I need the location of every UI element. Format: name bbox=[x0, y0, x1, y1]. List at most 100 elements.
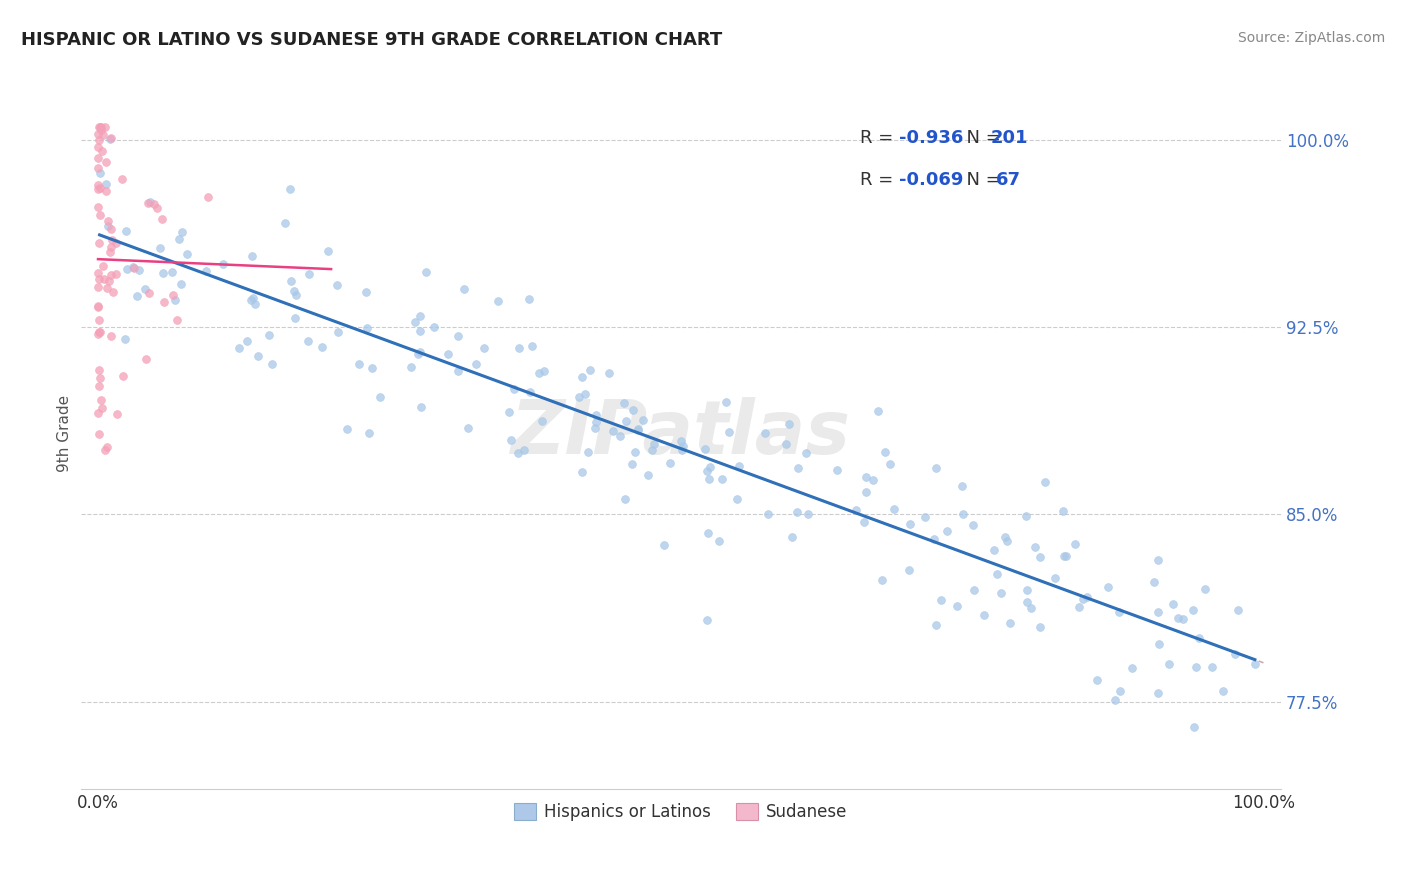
Point bbox=[950, 479, 973, 493]
Point bbox=[754, 425, 776, 440]
Point bbox=[1067, 600, 1090, 615]
Point bbox=[963, 582, 986, 597]
Point bbox=[409, 309, 432, 323]
Point bbox=[359, 426, 381, 441]
Point bbox=[1024, 540, 1046, 554]
Point bbox=[105, 236, 128, 251]
Point bbox=[962, 518, 984, 533]
Point bbox=[797, 508, 820, 522]
Text: HISPANIC OR LATINO VS SUDANESE 9TH GRADE CORRELATION CHART: HISPANIC OR LATINO VS SUDANESE 9TH GRADE… bbox=[21, 31, 723, 49]
Point bbox=[93, 271, 115, 285]
Point bbox=[571, 465, 593, 479]
Point bbox=[89, 181, 111, 195]
Point bbox=[845, 503, 868, 517]
Point bbox=[669, 434, 692, 448]
Point bbox=[1019, 600, 1042, 615]
Point bbox=[153, 295, 176, 310]
Point bbox=[100, 268, 122, 283]
Point bbox=[778, 417, 800, 431]
Point bbox=[162, 288, 184, 302]
Point bbox=[453, 282, 475, 296]
Point bbox=[90, 120, 112, 135]
Point bbox=[643, 437, 665, 451]
Point bbox=[1147, 686, 1170, 700]
Point bbox=[146, 201, 169, 215]
Point bbox=[583, 421, 606, 435]
Point bbox=[87, 182, 110, 196]
Point bbox=[87, 378, 110, 392]
Point bbox=[1194, 582, 1216, 596]
Point bbox=[946, 599, 969, 614]
Point bbox=[1146, 552, 1168, 566]
Point bbox=[150, 212, 173, 227]
Point bbox=[641, 442, 664, 457]
Point bbox=[853, 516, 876, 530]
Point bbox=[149, 241, 172, 255]
Point bbox=[89, 371, 111, 385]
Point bbox=[111, 172, 134, 186]
Point bbox=[94, 120, 117, 135]
Point bbox=[297, 334, 319, 349]
Point bbox=[104, 267, 127, 281]
Point bbox=[1149, 637, 1171, 651]
Point bbox=[1015, 508, 1038, 523]
Text: 67: 67 bbox=[995, 171, 1021, 189]
Point bbox=[447, 364, 470, 378]
Point bbox=[284, 287, 307, 301]
Point bbox=[94, 154, 117, 169]
Point bbox=[409, 400, 432, 414]
Point bbox=[1071, 592, 1094, 607]
Point bbox=[710, 472, 733, 486]
Point bbox=[914, 510, 936, 524]
Point bbox=[995, 533, 1018, 548]
Point bbox=[990, 586, 1012, 600]
Point bbox=[87, 299, 110, 313]
Point bbox=[90, 401, 112, 416]
Point bbox=[176, 246, 198, 260]
Point bbox=[404, 315, 426, 329]
Point bbox=[415, 264, 437, 278]
Point bbox=[97, 214, 120, 228]
Point bbox=[143, 196, 166, 211]
Point bbox=[135, 351, 157, 366]
Text: N =: N = bbox=[955, 129, 1007, 147]
Point bbox=[631, 413, 654, 427]
Point bbox=[855, 484, 877, 499]
Point bbox=[356, 285, 378, 299]
Point bbox=[361, 360, 384, 375]
Point bbox=[613, 396, 636, 410]
Point bbox=[714, 395, 737, 409]
Point bbox=[527, 366, 550, 380]
Point bbox=[925, 618, 948, 632]
Point bbox=[89, 271, 111, 285]
Point bbox=[1143, 574, 1166, 589]
Point bbox=[659, 456, 682, 470]
Point bbox=[696, 613, 718, 627]
Point bbox=[368, 390, 391, 404]
Point bbox=[574, 386, 596, 401]
Point bbox=[613, 492, 636, 507]
Point bbox=[236, 334, 259, 348]
Point bbox=[139, 194, 162, 209]
Point bbox=[166, 313, 188, 327]
Point bbox=[983, 543, 1005, 558]
Point bbox=[585, 416, 607, 430]
Text: R =: R = bbox=[859, 129, 898, 147]
Point bbox=[862, 473, 884, 487]
Point bbox=[780, 530, 803, 544]
Point bbox=[87, 266, 110, 280]
Point bbox=[115, 224, 138, 238]
Point bbox=[211, 257, 233, 271]
Text: -0.936: -0.936 bbox=[898, 129, 963, 147]
Point bbox=[952, 507, 974, 521]
Text: N =: N = bbox=[955, 171, 1007, 189]
Point bbox=[1108, 683, 1130, 698]
Point bbox=[530, 413, 553, 427]
Point bbox=[1243, 657, 1265, 671]
Point bbox=[697, 472, 720, 486]
Text: -0.069: -0.069 bbox=[898, 171, 963, 189]
Point bbox=[517, 293, 540, 307]
Point bbox=[278, 182, 301, 196]
Point bbox=[486, 294, 509, 309]
Point bbox=[725, 491, 748, 506]
